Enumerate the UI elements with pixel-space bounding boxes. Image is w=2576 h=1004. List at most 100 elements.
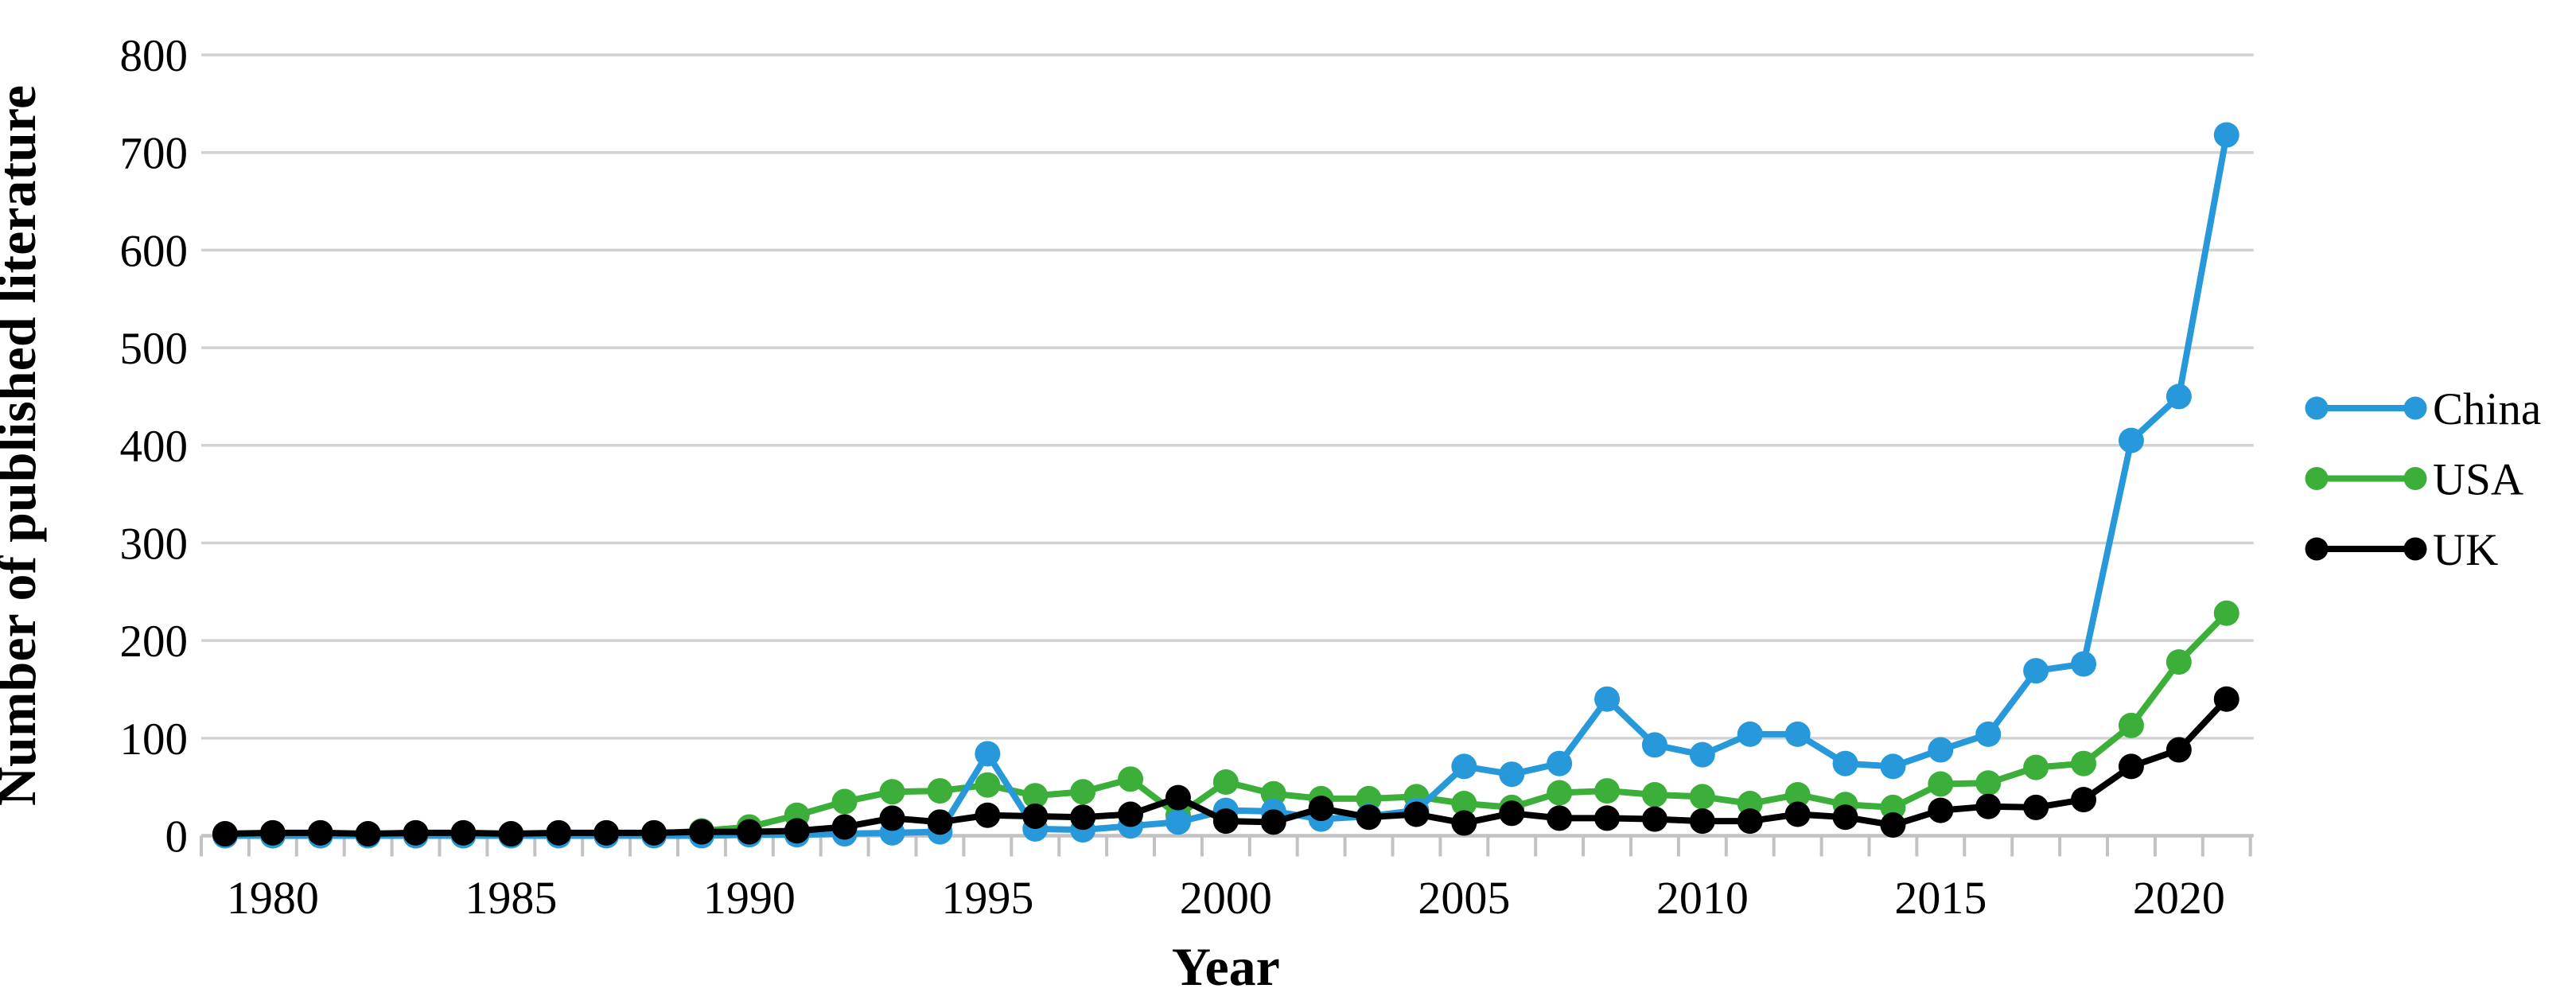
y-tick-label-800: 800 xyxy=(120,31,189,81)
gridlines xyxy=(201,53,2254,740)
usa-point-1992 xyxy=(831,788,858,815)
legend-dot xyxy=(2403,537,2427,561)
usa-point-2014 xyxy=(1880,794,1906,820)
legend-item-china: China xyxy=(2305,384,2541,434)
usa-point-2001 xyxy=(1260,780,1286,807)
uk-point-1998 xyxy=(1118,801,1144,827)
uk-point-2012 xyxy=(1784,801,1811,827)
usa-point-2000 xyxy=(1212,769,1239,796)
y-axis-title: Number of published literature xyxy=(0,85,47,806)
uk-point-2016 xyxy=(1975,793,2002,819)
y-tick-labels: 0 100 200 300 400 500 600 700 800 xyxy=(120,31,189,862)
china-point-2021 xyxy=(2213,122,2239,148)
uk-point-2008 xyxy=(1594,805,1621,831)
china-point-2005 xyxy=(1451,753,1477,780)
y-tick-label-0: 0 xyxy=(165,812,189,862)
x-tick-labels: 1980 1985 1990 1995 2000 2005 2010 2015 2020 xyxy=(227,872,2225,924)
usa-point-1994 xyxy=(927,778,953,804)
uk-point-1990 xyxy=(736,819,762,845)
y-tick-label-500: 500 xyxy=(120,324,189,374)
china-line xyxy=(221,131,2230,839)
legend-item-uk: UK xyxy=(2305,525,2498,575)
usa-point-2017 xyxy=(2023,754,2049,780)
china-point-2019 xyxy=(2118,427,2144,453)
china-point-2012 xyxy=(1784,721,1811,747)
uk-point-2007 xyxy=(1547,805,1573,831)
usa-point-2019 xyxy=(2118,712,2144,738)
uk-point-2005 xyxy=(1451,810,1477,836)
legend-dot xyxy=(2403,396,2427,420)
uk-point-2010 xyxy=(1689,808,1715,835)
y-tick-label-400: 400 xyxy=(120,422,189,472)
china-point-2018 xyxy=(2071,651,2097,677)
usa-point-1998 xyxy=(1118,766,1144,792)
legend-label-china: China xyxy=(2433,384,2541,434)
uk-point-1979 xyxy=(212,821,238,847)
uk-point-1986 xyxy=(546,819,572,846)
x-tick-label-2005: 2005 xyxy=(1418,872,1510,924)
uk-point-1985 xyxy=(498,821,524,847)
x-axis-title: Year xyxy=(1172,936,1280,997)
usa-point-2020 xyxy=(2165,649,2192,675)
uk-point-2015 xyxy=(1928,797,1954,823)
china-point-2016 xyxy=(1975,721,2002,747)
usa-point-1997 xyxy=(1070,779,1096,805)
x-tick-label-2000: 2000 xyxy=(1180,872,1272,924)
china-point-1999 xyxy=(1165,809,1191,835)
china-point-2011 xyxy=(1737,721,1763,747)
china-point-2015 xyxy=(1928,737,1954,763)
usa-point-2018 xyxy=(2071,750,2097,776)
uk-point-2003 xyxy=(1356,804,1382,831)
uk-point-1992 xyxy=(831,814,858,840)
uk-point-1989 xyxy=(688,819,714,845)
china-series xyxy=(212,122,2239,849)
uk-point-2017 xyxy=(2023,794,2049,820)
china-point-2009 xyxy=(1641,732,1667,758)
usa-point-2016 xyxy=(1975,770,2002,796)
uk-point-1988 xyxy=(641,819,667,846)
uk-point-1991 xyxy=(784,818,810,844)
usa-point-1993 xyxy=(879,779,905,805)
uk-point-1983 xyxy=(403,819,429,846)
china-point-2010 xyxy=(1689,741,1715,768)
uk-point-2014 xyxy=(1880,812,1906,839)
legend-item-usa: USA xyxy=(2305,455,2523,505)
usa-point-2009 xyxy=(1641,781,1667,807)
legend-label-uk: UK xyxy=(2433,525,2498,575)
uk-point-1987 xyxy=(593,819,620,846)
usa-point-2021 xyxy=(2213,600,2239,626)
legend-dot xyxy=(2305,396,2329,420)
uk-point-2002 xyxy=(1308,796,1334,822)
uk-point-2000 xyxy=(1212,808,1239,835)
uk-point-2013 xyxy=(1832,804,1858,831)
y-tick-label-100: 100 xyxy=(120,714,189,765)
uk-point-2018 xyxy=(2071,787,2097,813)
china-point-2007 xyxy=(1547,750,1573,776)
y-tick-label-600: 600 xyxy=(120,226,189,276)
legend-dot xyxy=(2305,467,2329,490)
uk-point-1980 xyxy=(259,819,286,846)
y-tick-label-200: 200 xyxy=(120,617,189,667)
x-tick-label-2020: 2020 xyxy=(2133,872,2225,924)
uk-point-1981 xyxy=(307,819,333,846)
x-tick-label-1985: 1985 xyxy=(465,872,557,924)
china-point-1995 xyxy=(975,741,1001,767)
y-tick-label-300: 300 xyxy=(120,519,189,569)
uk-point-1996 xyxy=(1022,803,1049,829)
usa-point-2003 xyxy=(1356,785,1382,811)
uk-point-1982 xyxy=(355,821,381,847)
uk-point-1999 xyxy=(1165,784,1191,811)
china-point-2017 xyxy=(2023,658,2049,684)
uk-point-2009 xyxy=(1641,806,1667,832)
x-tick-label-2010: 2010 xyxy=(1656,872,1749,924)
usa-point-2012 xyxy=(1784,781,1811,807)
uk-point-1995 xyxy=(975,802,1001,828)
uk-point-2001 xyxy=(1260,809,1286,835)
uk-point-1984 xyxy=(450,819,477,846)
uk-point-1994 xyxy=(927,809,953,835)
x-tick-label-1990: 1990 xyxy=(703,872,796,924)
usa-point-2007 xyxy=(1547,780,1573,806)
china-point-2013 xyxy=(1832,750,1858,776)
